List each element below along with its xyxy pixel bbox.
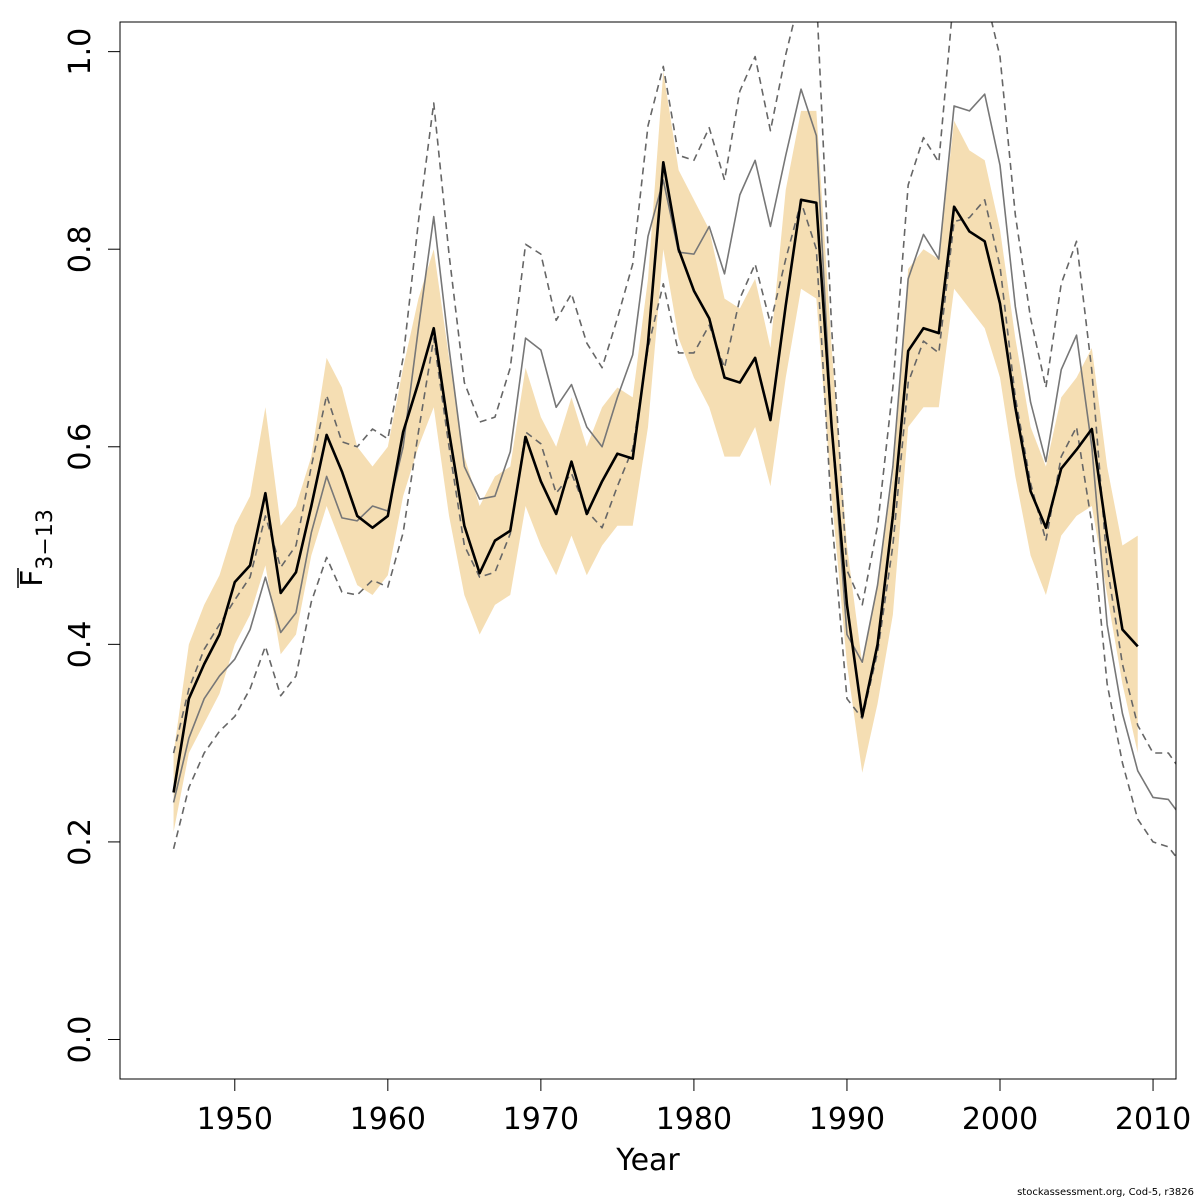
y-tick-label: 0.8 [63,225,98,273]
svg-text:F3−13: F3−13 [15,509,58,587]
x-tick-label: 1960 [350,1102,426,1137]
y-axis-title-main: F [15,570,50,587]
y-tick-label: 0.0 [63,1016,98,1064]
y-tick-label: 0.4 [63,620,98,668]
x-axis: 1950 1960 1970 1980 1990 2000 2010 [197,1078,1191,1137]
retrospective-lower-line [172,199,1176,859]
x-tick-label: 1980 [656,1102,732,1137]
x-tick-label: 1950 [197,1102,273,1137]
y-axis-title: F3−13 [15,509,58,588]
y-tick-label: 0.6 [63,423,98,471]
x-tick-label: 1990 [809,1102,885,1137]
y-axis-title-subscript: 3−13 [33,509,58,569]
retrospective-upper-line [172,22,1176,766]
x-tick-label: 2000 [962,1102,1038,1137]
estimate-line [172,160,1139,793]
x-tick-label: 2010 [1115,1102,1191,1137]
x-tick-label: 1970 [503,1102,579,1137]
y-axis: 0.0 0.2 0.4 0.6 0.8 1.0 [63,28,121,1064]
plot-area [172,22,1176,859]
x-axis-title: Year [615,1143,680,1178]
y-tick-label: 0.2 [63,818,98,866]
confidence-band [173,71,1138,833]
y-tick-label: 1.0 [63,28,98,76]
footer-credit: stockassessment.org, Cod-5, r3826 [1017,1187,1194,1198]
